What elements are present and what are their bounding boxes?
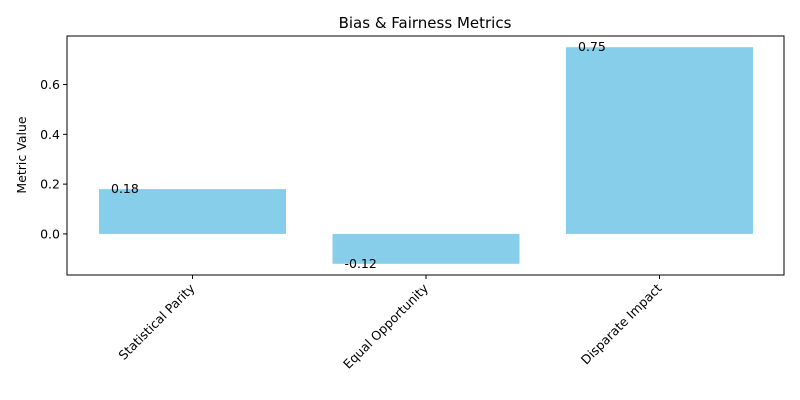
y-axis-label: Metric Value [14,116,29,193]
y-tick-label-1: 0.0 [40,226,60,241]
data-label-2: -0.12 [345,256,377,271]
bar-3 [566,47,753,234]
bar-2 [332,233,520,264]
chart-title: Bias & Fairness Metrics [339,14,512,32]
y-tick-label-4: 0.6 [40,77,60,92]
x-tick-label-3: Disparate Impact [578,280,665,367]
axes-frame [66,35,785,276]
data-label-3: 0.75 [578,39,606,54]
bar-1 [99,189,286,234]
x-tick-label-1: Statistical Parity [115,280,198,363]
data-label-1: 0.18 [111,181,139,196]
plot-area: 0.18 Statistical Parity -0.12 Equal Opportu… [40,39,753,372]
y-tick-label-3: 0.4 [40,127,60,142]
x-tick-label-2: Equal Opportunity [340,280,432,372]
y-tick-label-2: 0.2 [40,177,60,192]
